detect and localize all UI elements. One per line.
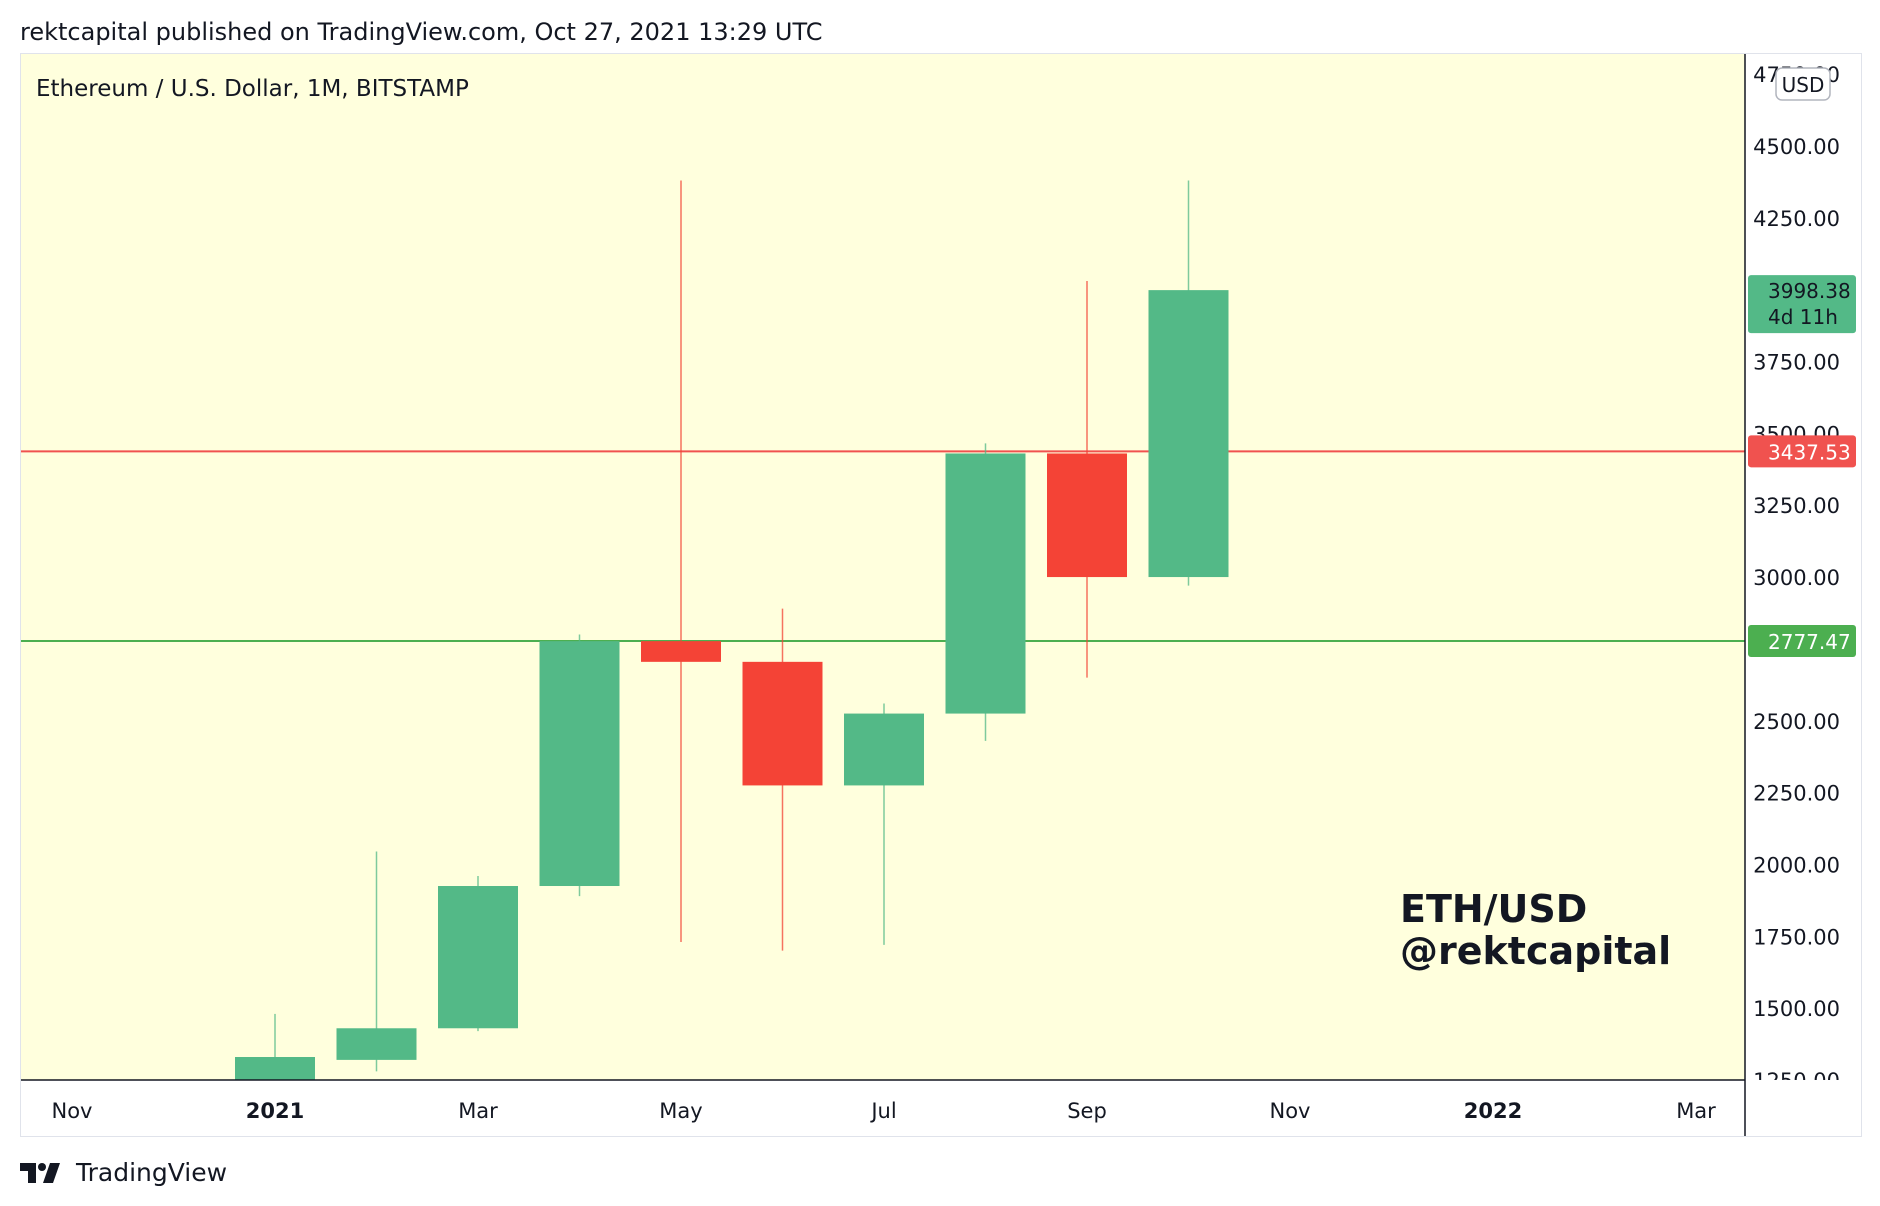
- y-tick-label: 3750.00: [1753, 351, 1840, 375]
- candle[interactable]: [438, 875, 518, 1032]
- x-axis-ticks: Nov 2021 Mar May Jul Sep Nov 2022 Mar: [52, 1099, 1717, 1123]
- watermark-text: @rektcapital: [1400, 929, 1671, 973]
- candle[interactable]: [539, 634, 620, 897]
- y-tick-label: 3250.00: [1753, 494, 1840, 518]
- candle-body: [742, 661, 823, 786]
- last-price-countdown: 4d 11h: [1768, 305, 1838, 329]
- y-tick-label: 1500.00: [1753, 997, 1840, 1021]
- level-price-label: 2777.47: [1768, 630, 1851, 654]
- watermark-text: ETH/USD: [1400, 887, 1587, 931]
- candle-body: [945, 453, 1026, 714]
- currency-button-box: [1775, 67, 1831, 101]
- candle-body: [641, 641, 721, 662]
- x-tick-label: Jul: [869, 1099, 896, 1123]
- candle[interactable]: [945, 443, 1026, 741]
- candle-body: [336, 1028, 417, 1060]
- x-tick-label: Mar: [1676, 1099, 1716, 1123]
- x-tick-label: Sep: [1067, 1099, 1107, 1123]
- candle-body: [235, 1057, 315, 1080]
- tradingview-brand-text: TradingView: [76, 1158, 228, 1187]
- candle[interactable]: [742, 608, 823, 951]
- candle[interactable]: [641, 180, 721, 943]
- y-tick-label: 4500.00: [1753, 135, 1840, 159]
- x-tick-label: May: [659, 1099, 702, 1123]
- x-tick-label: 2022: [1464, 1099, 1522, 1123]
- currency-button[interactable]: USD: [1775, 67, 1831, 101]
- x-tick-label: Mar: [458, 1099, 498, 1123]
- horizontal-lines: [21, 450, 1745, 643]
- candle[interactable]: [844, 703, 924, 945]
- last-price-badge: [1748, 275, 1856, 334]
- candle[interactable]: [1148, 180, 1229, 586]
- candle[interactable]: [235, 1013, 315, 1080]
- y-tick-label: 3000.00: [1753, 566, 1840, 590]
- candle-body: [539, 641, 620, 887]
- y-tick-label: 1250.00: [1753, 1069, 1840, 1093]
- y-tick-label: 2250.00: [1753, 782, 1840, 806]
- candle-body: [438, 886, 518, 1029]
- y-tick-label: 4250.00: [1753, 207, 1840, 231]
- chart-frame: [20, 53, 1862, 1137]
- candle[interactable]: [336, 851, 417, 1072]
- candle[interactable]: [1047, 281, 1127, 678]
- x-tick-label: Nov: [1270, 1099, 1311, 1123]
- level-price-badge: [1748, 625, 1856, 658]
- y-tick-label: 1750.00: [1753, 925, 1840, 949]
- level-price-label: 3437.53: [1768, 440, 1851, 464]
- x-tick-label: Nov: [52, 1099, 93, 1123]
- y-tick-label: 2500.00: [1753, 710, 1840, 734]
- level-price-badge: [1748, 435, 1856, 468]
- candle-body: [1148, 290, 1229, 578]
- candles: [235, 180, 1229, 1080]
- last-price-label: 3998.38: [1768, 279, 1851, 303]
- x-tick-label: 2021: [246, 1099, 304, 1123]
- y-tick-label: 2000.00: [1753, 853, 1840, 877]
- chart-title: Ethereum / U.S. Dollar, 1M, BITSTAMP: [36, 76, 469, 102]
- tradingview-logo-icon: [20, 1162, 60, 1183]
- candle-body: [1047, 453, 1127, 578]
- published-header: rektcapital published on TradingView.com…: [20, 18, 823, 46]
- plot-background: [21, 54, 1745, 1080]
- currency-button-label: USD: [1782, 73, 1825, 97]
- candle-body: [844, 713, 924, 786]
- tradingview-logo[interactable]: TradingView: [20, 1158, 227, 1187]
- watermark: ETH/USD@rektcapital: [1400, 887, 1671, 973]
- y-axis-ticks: 4750.004500.004250.003750.003500.003250.…: [1753, 63, 1840, 1093]
